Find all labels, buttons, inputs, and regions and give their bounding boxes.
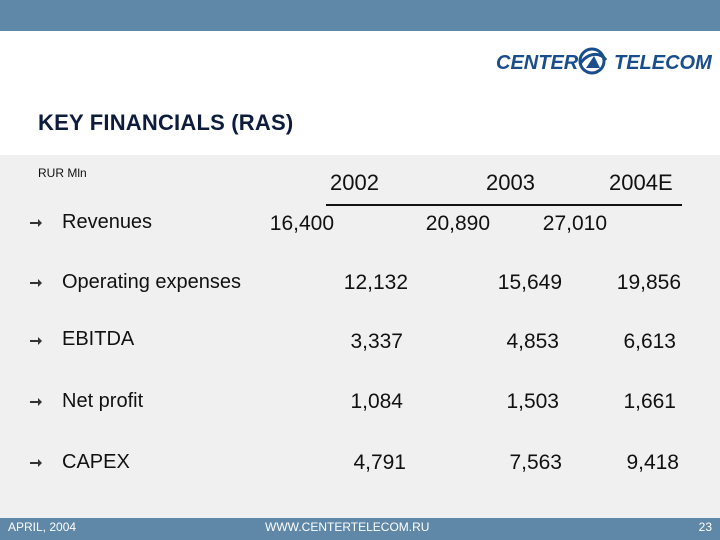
bullet-arrow-icon [30, 398, 42, 406]
content-panel [0, 155, 720, 520]
value-netprofit-2002: 1,084 [350, 390, 403, 413]
page-number: 23 [698, 520, 712, 534]
bullet-arrow-icon [30, 219, 42, 227]
row-label-revenues: Revenues [62, 211, 153, 233]
year-header-2004e: 2004E [609, 170, 673, 195]
centertelecom-logo: CENTER TELECOM [496, 46, 716, 80]
globe-swirl-icon [578, 47, 608, 75]
header-rule [326, 204, 682, 206]
year-header-2003: 2003 [486, 170, 535, 195]
value-ebitda-2003: 4,853 [506, 330, 559, 353]
row-label-net-profit: Net profit [62, 390, 144, 412]
value-revenues-2002: 16,400 [269, 212, 334, 235]
value-netprofit-2004e: 1,661 [623, 390, 676, 413]
bullet-arrow-icon [30, 337, 42, 345]
unit-label: RUR Mln [38, 166, 87, 180]
value-opex-2004e: 19,856 [616, 271, 681, 294]
slide-title: KEY FINANCIALS (RAS) [38, 110, 294, 135]
value-revenues-2004e: 27,010 [542, 212, 607, 235]
footer-date: APRIL, 2004 [8, 520, 77, 534]
row-label-operating-expenses: Operating expenses [62, 271, 242, 293]
value-netprofit-2003: 1,503 [506, 390, 559, 413]
logo-word-center: CENTER [496, 52, 579, 74]
footer-bar [0, 518, 720, 540]
bullet-arrow-icon [30, 459, 42, 467]
bullet-arrow-icon [30, 279, 42, 287]
row-label-capex: CAPEX [62, 451, 130, 473]
value-ebitda-2002: 3,337 [350, 330, 403, 353]
value-capex-2002: 4,791 [353, 451, 406, 474]
value-capex-2004e: 9,418 [626, 451, 679, 474]
year-header-2002: 2002 [330, 170, 379, 195]
value-ebitda-2004e: 6,613 [623, 330, 676, 353]
row-label-ebitda: EBITDA [62, 328, 135, 350]
value-revenues-2003: 20,890 [425, 212, 490, 235]
value-capex-2003: 7,563 [509, 451, 562, 474]
logo-word-telecom: TELECOM [614, 52, 712, 74]
value-opex-2003: 15,649 [497, 271, 562, 294]
footer-website: WWW.CENTERTELECOM.RU [265, 520, 430, 534]
value-opex-2002: 12,132 [343, 271, 408, 294]
top-bar [0, 0, 720, 31]
